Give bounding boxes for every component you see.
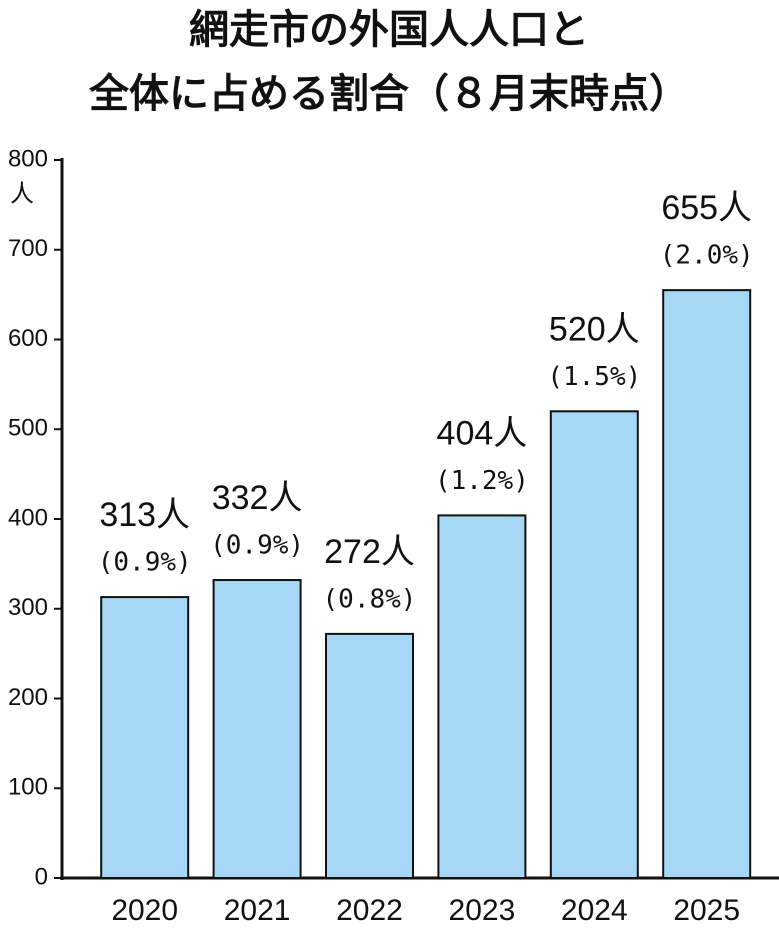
y-tick-label: 300 bbox=[8, 594, 48, 621]
y-tick-label: 400 bbox=[8, 504, 48, 531]
share-label: (1.2%) bbox=[435, 466, 529, 496]
y-axis-unit: 人 bbox=[10, 180, 34, 207]
y-tick-label: 200 bbox=[8, 684, 48, 711]
bar bbox=[212, 579, 302, 880]
value-label: 332人 bbox=[212, 479, 303, 517]
x-tick-label: 2023 bbox=[449, 894, 516, 927]
value-label: 655人 bbox=[661, 189, 752, 227]
y-tick-label: 0 bbox=[35, 863, 48, 890]
value-label: 272人 bbox=[324, 533, 415, 571]
x-tick-label: 2024 bbox=[561, 894, 628, 927]
share-label: (0.9%) bbox=[98, 548, 192, 578]
chart-title: 全体に占める割合（８月末時点） bbox=[88, 71, 689, 117]
value-label: 404人 bbox=[437, 414, 528, 452]
bar bbox=[549, 410, 639, 879]
bar bbox=[100, 596, 190, 880]
share-label: (2.0%) bbox=[660, 241, 754, 271]
y-tick-label: 100 bbox=[8, 774, 48, 801]
share-label: (0.9%) bbox=[210, 531, 304, 561]
share-label: (0.8%) bbox=[323, 584, 417, 614]
share-label: (1.5%) bbox=[547, 362, 641, 392]
bar bbox=[437, 514, 527, 879]
x-tick-label: 2022 bbox=[336, 894, 403, 927]
value-label: 313人 bbox=[99, 496, 190, 534]
bar bbox=[662, 289, 752, 879]
x-tick-label: 2021 bbox=[224, 894, 291, 927]
y-tick-label: 700 bbox=[8, 235, 48, 262]
chart-title: 網走市の外国人人口と bbox=[189, 7, 589, 53]
value-label: 520人 bbox=[549, 310, 640, 348]
x-tick-label: 2025 bbox=[673, 894, 740, 927]
y-tick-label: 500 bbox=[8, 415, 48, 442]
bar bbox=[325, 632, 414, 879]
y-tick-label: 600 bbox=[8, 325, 48, 352]
x-tick-label: 2020 bbox=[111, 894, 178, 927]
y-tick-label: 800 bbox=[8, 145, 48, 172]
